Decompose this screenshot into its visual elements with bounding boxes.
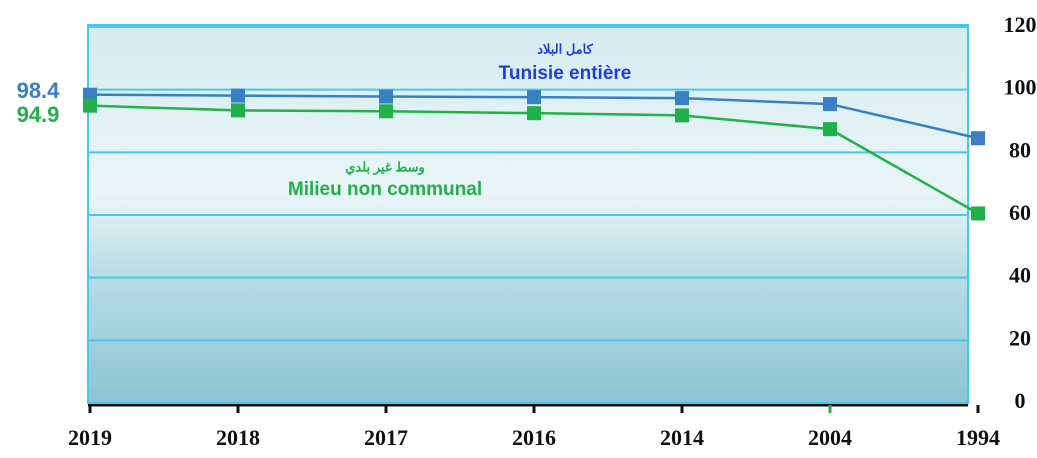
x-tick-label: 2019: [68, 425, 112, 450]
x-tick-label: 2017: [364, 425, 408, 450]
series-label-ar: وسط غير بلدي: [345, 159, 425, 175]
x-tick-label: 1994: [956, 425, 1000, 450]
y-tick-label: 80: [1009, 137, 1031, 162]
point: [231, 89, 245, 103]
point: [675, 91, 689, 105]
y-tick-label: 120: [1004, 12, 1037, 37]
x-tick-label: 2016: [512, 425, 556, 450]
point: [971, 206, 985, 220]
point: [675, 108, 689, 122]
point: [231, 103, 245, 117]
series-label: Tunisie entière: [499, 63, 632, 84]
y-tick-label: 20: [1009, 325, 1031, 350]
chart: 0 20 40 60 80 100 120 2019 2018 2017 2016 2014 2004 1…: [0, 0, 1037, 453]
point: [379, 90, 393, 104]
series-label-ar: كامل البلاد: [537, 41, 593, 56]
y-tick-label: 40: [1009, 263, 1031, 288]
x-tick-label: 2014: [660, 425, 704, 450]
y-tick-label: 60: [1009, 200, 1031, 225]
value-label: 98.4: [17, 78, 61, 103]
y-tick-label: 0: [1015, 388, 1026, 413]
point: [823, 122, 837, 136]
point: [83, 99, 97, 113]
point: [823, 97, 837, 111]
point: [527, 106, 541, 120]
point: [527, 90, 541, 104]
x-tick-label: 2004: [808, 425, 852, 450]
x-tick-label: 2018: [216, 425, 260, 450]
point: [379, 104, 393, 118]
value-label: 94.9: [17, 102, 60, 127]
point: [971, 131, 985, 145]
y-tick-label: 100: [1004, 75, 1037, 100]
series-label: Milieu non communal: [288, 179, 482, 200]
